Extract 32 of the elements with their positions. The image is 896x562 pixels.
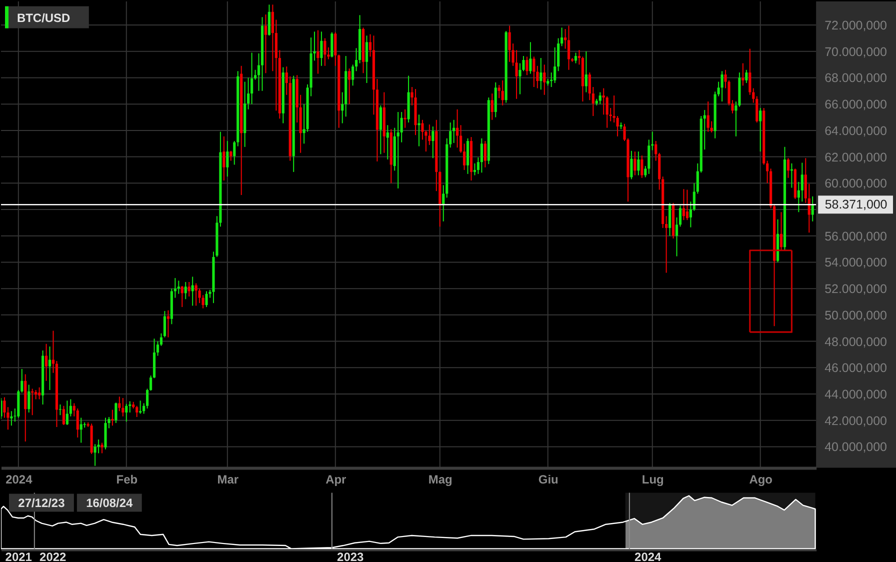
y-tick-label: 70.000,000 <box>824 44 888 59</box>
x-tick-label: 2022 <box>40 550 66 562</box>
y-tick-label: 40.000,000 <box>824 440 888 454</box>
y-tick-label: 72.000,000 <box>824 18 888 33</box>
x-tick-label: Lug <box>642 472 664 486</box>
x-tick-label: Giu <box>538 472 558 486</box>
y-tick-label: 68.000,000 <box>824 71 888 86</box>
y-tick-label: 52.000,000 <box>824 282 888 296</box>
x-tick-label: 2023 <box>337 550 364 562</box>
x-tick-label: Mar <box>217 472 239 486</box>
x-tick-label: 2024 <box>6 472 33 486</box>
x-tick-label: Feb <box>116 472 138 486</box>
x-tick-label: 2021 <box>5 550 32 562</box>
y-tick-label: 42.000,000 <box>824 414 888 428</box>
annotation: 16/08/24 <box>86 496 134 510</box>
x-tick-label: Ago <box>749 472 772 486</box>
y-tick-label: 66.000,000 <box>824 98 888 112</box>
y-tick-label: 44.000,000 <box>824 387 888 402</box>
y-tick-label: 46.000,000 <box>824 361 888 376</box>
annotation: 27/12/23 <box>18 496 66 510</box>
legend-label: BTC/USD <box>16 10 71 25</box>
x-tick-label: 2024 <box>634 550 662 562</box>
ref-line-label: 58.371,000 <box>824 198 888 212</box>
y-tick-label: 48.000,000 <box>824 334 888 349</box>
y-tick-label: 64.000,000 <box>824 124 888 138</box>
x-tick-label: Apr <box>326 472 347 486</box>
y-tick-label: 56.000,000 <box>824 229 888 244</box>
y-tick-label: 54.000,000 <box>824 256 888 270</box>
x-tick-label: Mag <box>428 472 452 486</box>
y-tick-label: 60.000,000 <box>824 176 888 191</box>
y-tick-label: 62.000,000 <box>824 150 888 164</box>
y-tick-label: 50.000,000 <box>824 308 888 322</box>
